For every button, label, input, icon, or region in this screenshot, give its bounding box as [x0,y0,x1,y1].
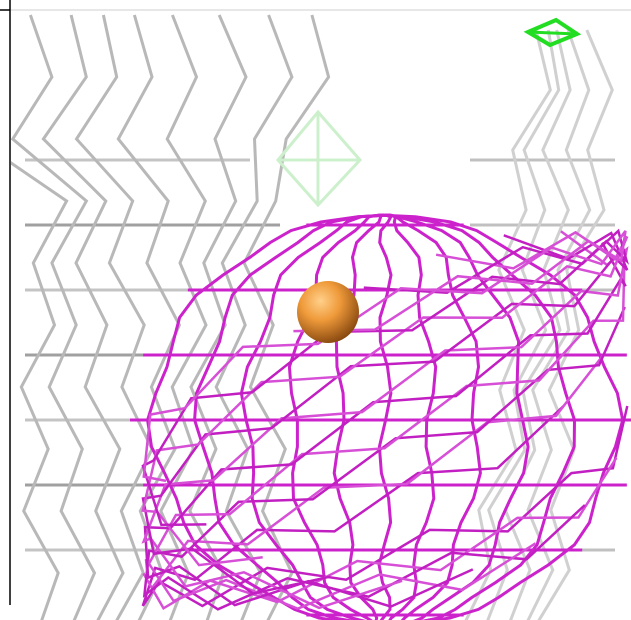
mesh-strand [41,14,125,620]
mesh-strand [379,213,625,620]
mesh-strand [142,353,618,611]
atom-sphere [297,281,359,343]
mesh-strand [144,268,626,611]
mesh-strand [287,213,380,620]
mesh-strand [11,14,97,620]
mesh-strand [390,213,482,620]
faint-green-marker [276,109,363,208]
mesh-strand [141,230,629,610]
mesh-strand [11,161,69,620]
mesh-strand [503,29,572,620]
mesh-strand [141,228,630,527]
mesh-strand [74,14,154,620]
mesh-strand [214,14,294,620]
mesh-strand [242,14,331,620]
mesh-strand [526,29,592,620]
mesh-strand [143,242,627,608]
mesh-strand [146,213,391,620]
magenta-mesh [130,213,631,620]
green-marker-edge [527,30,578,36]
mesh-strand [159,14,208,620]
mesh-strand [377,213,393,620]
mesh-strand [380,213,577,620]
mesh-strand [239,213,385,620]
mesh-strand [188,14,248,620]
mesh-strand [193,213,390,620]
mesh-strand [142,230,627,483]
